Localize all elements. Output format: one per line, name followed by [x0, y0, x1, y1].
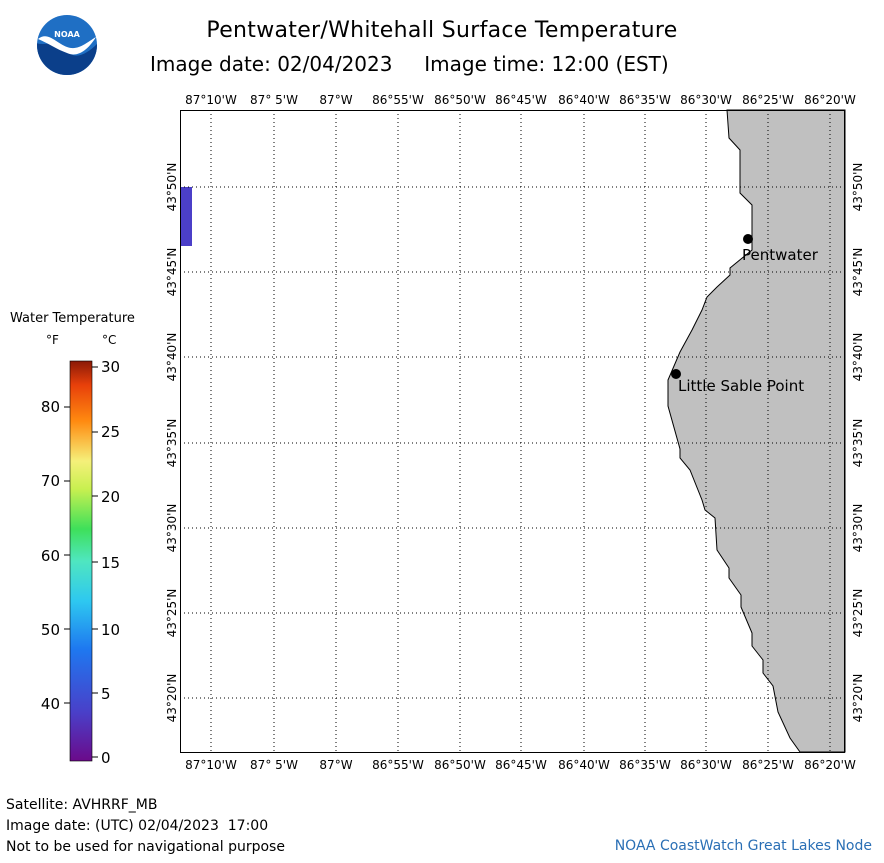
- legend-f-tick: 60: [41, 547, 60, 565]
- longitude-axis-top: 87°10'W 87° 5'W 87°W 86°55'W 86°50'W 86°…: [185, 93, 856, 107]
- lon-label-bottom: 86°30'W: [680, 758, 732, 772]
- latitude-axis-left: 43°50'N 43°45'N 43°40'N 43°35'N 43°30'N …: [165, 163, 179, 723]
- utc-date-info: Image date: (UTC) 02/04/2023 17:00: [6, 818, 269, 834]
- lon-label-top: 86°20'W: [804, 93, 856, 107]
- image-time-label: Image time: 12:00 (EST): [424, 52, 669, 76]
- lat-label-left: 43°45'N: [165, 248, 179, 297]
- legend-f-tick: 70: [41, 472, 60, 490]
- latitude-axis-right: 43°50'N 43°45'N 43°40'N 43°35'N 43°30'N …: [851, 163, 865, 723]
- legend-title: Water Temperature: [10, 311, 135, 326]
- lat-label-right: 43°50'N: [851, 163, 865, 212]
- noaa-logo-icon: NOAA: [37, 15, 97, 75]
- lat-label-left: 43°35'N: [165, 419, 179, 468]
- legend-f-labels: 80 70 60 50 40: [41, 398, 60, 713]
- image-date-label: Image date: 02/04/2023: [150, 52, 393, 76]
- legend-c-tick: 10: [101, 621, 120, 639]
- legend-c-tick: 15: [101, 554, 120, 572]
- legend-f-tick: 40: [41, 695, 60, 713]
- lat-label-right: 43°35'N: [851, 419, 865, 468]
- legend-unit-fahrenheit: °F: [46, 333, 59, 347]
- map-title: Pentwater/Whitehall Surface Temperature: [206, 18, 678, 43]
- legend-f-tick: 50: [41, 621, 60, 639]
- lon-label-top: 86°25'W: [742, 93, 794, 107]
- legend-c-tick: 5: [101, 685, 111, 703]
- map-frame: [180, 110, 845, 753]
- lat-label-left: 43°25'N: [165, 589, 179, 638]
- legend-c-tick: 0: [101, 749, 111, 767]
- lon-label-bottom: 86°50'W: [434, 758, 486, 772]
- legend-c-tick: 20: [101, 488, 120, 506]
- legend-ticks: [64, 366, 98, 758]
- legend-c-tick: 25: [101, 423, 120, 441]
- lon-label-top: 86°30'W: [680, 93, 732, 107]
- legend-c-tick: 30: [101, 358, 120, 376]
- lon-label-bottom: 86°45'W: [495, 758, 547, 772]
- little-sable-point-label: Little Sable Point: [678, 377, 804, 395]
- legend-unit-celsius: °C: [102, 333, 117, 347]
- land-area: [667, 109, 846, 753]
- lon-label-top: 87°W: [319, 93, 352, 107]
- lon-label-top: 86°35'W: [619, 93, 671, 107]
- lon-label-top: 86°40'W: [558, 93, 610, 107]
- little-sable-point-marker: [671, 369, 681, 379]
- lon-label-bottom: 87°10'W: [185, 758, 237, 772]
- lon-label-bottom: 86°40'W: [558, 758, 610, 772]
- pentwater-label: Pentwater: [742, 246, 819, 264]
- lon-label-bottom: 86°35'W: [619, 758, 671, 772]
- lon-label-top: 86°55'W: [372, 93, 424, 107]
- map-subtitle: Image date: 02/04/2023 Image time: 12:00…: [150, 52, 669, 76]
- legend-c-labels: 30 25 20 15 10 5 0: [101, 358, 120, 767]
- lat-label-right: 43°25'N: [851, 589, 865, 638]
- legend-f-tick: 80: [41, 398, 60, 416]
- lat-label-left: 43°20'N: [165, 674, 179, 723]
- legend-colorbar: [69, 360, 93, 762]
- lon-label-bottom: 86°55'W: [372, 758, 424, 772]
- satellite-info: Satellite: AVHRRF_MB: [6, 797, 158, 813]
- coastwatch-credit: NOAA CoastWatch Great Lakes Node: [614, 838, 872, 854]
- map-grid: [180, 110, 845, 752]
- lon-label-bottom: 86°25'W: [742, 758, 794, 772]
- lat-label-left: 43°40'N: [165, 333, 179, 382]
- pentwater-marker: [743, 234, 753, 244]
- longitude-axis-bottom: 87°10'W 87° 5'W 87°W 86°55'W 86°50'W 86°…: [185, 758, 856, 772]
- lon-label-top: 86°50'W: [434, 93, 486, 107]
- lat-label-left: 43°50'N: [165, 163, 179, 212]
- lon-label-top: 87° 5'W: [250, 93, 298, 107]
- lon-label-bottom: 86°20'W: [804, 758, 856, 772]
- lon-label-top: 87°10'W: [185, 93, 237, 107]
- lon-label-bottom: 87° 5'W: [250, 758, 298, 772]
- lon-label-bottom: 87°W: [319, 758, 352, 772]
- lat-label-right: 43°45'N: [851, 248, 865, 297]
- logo-text: NOAA: [54, 30, 80, 39]
- lat-label-right: 43°30'N: [851, 504, 865, 553]
- lat-label-right: 43°20'N: [851, 674, 865, 723]
- lon-label-top: 86°45'W: [495, 93, 547, 107]
- navigation-disclaimer: Not to be used for navigational purpose: [6, 839, 285, 855]
- lat-label-right: 43°40'N: [851, 333, 865, 382]
- temperature-data-patch: [181, 187, 192, 246]
- lat-label-left: 43°30'N: [165, 504, 179, 553]
